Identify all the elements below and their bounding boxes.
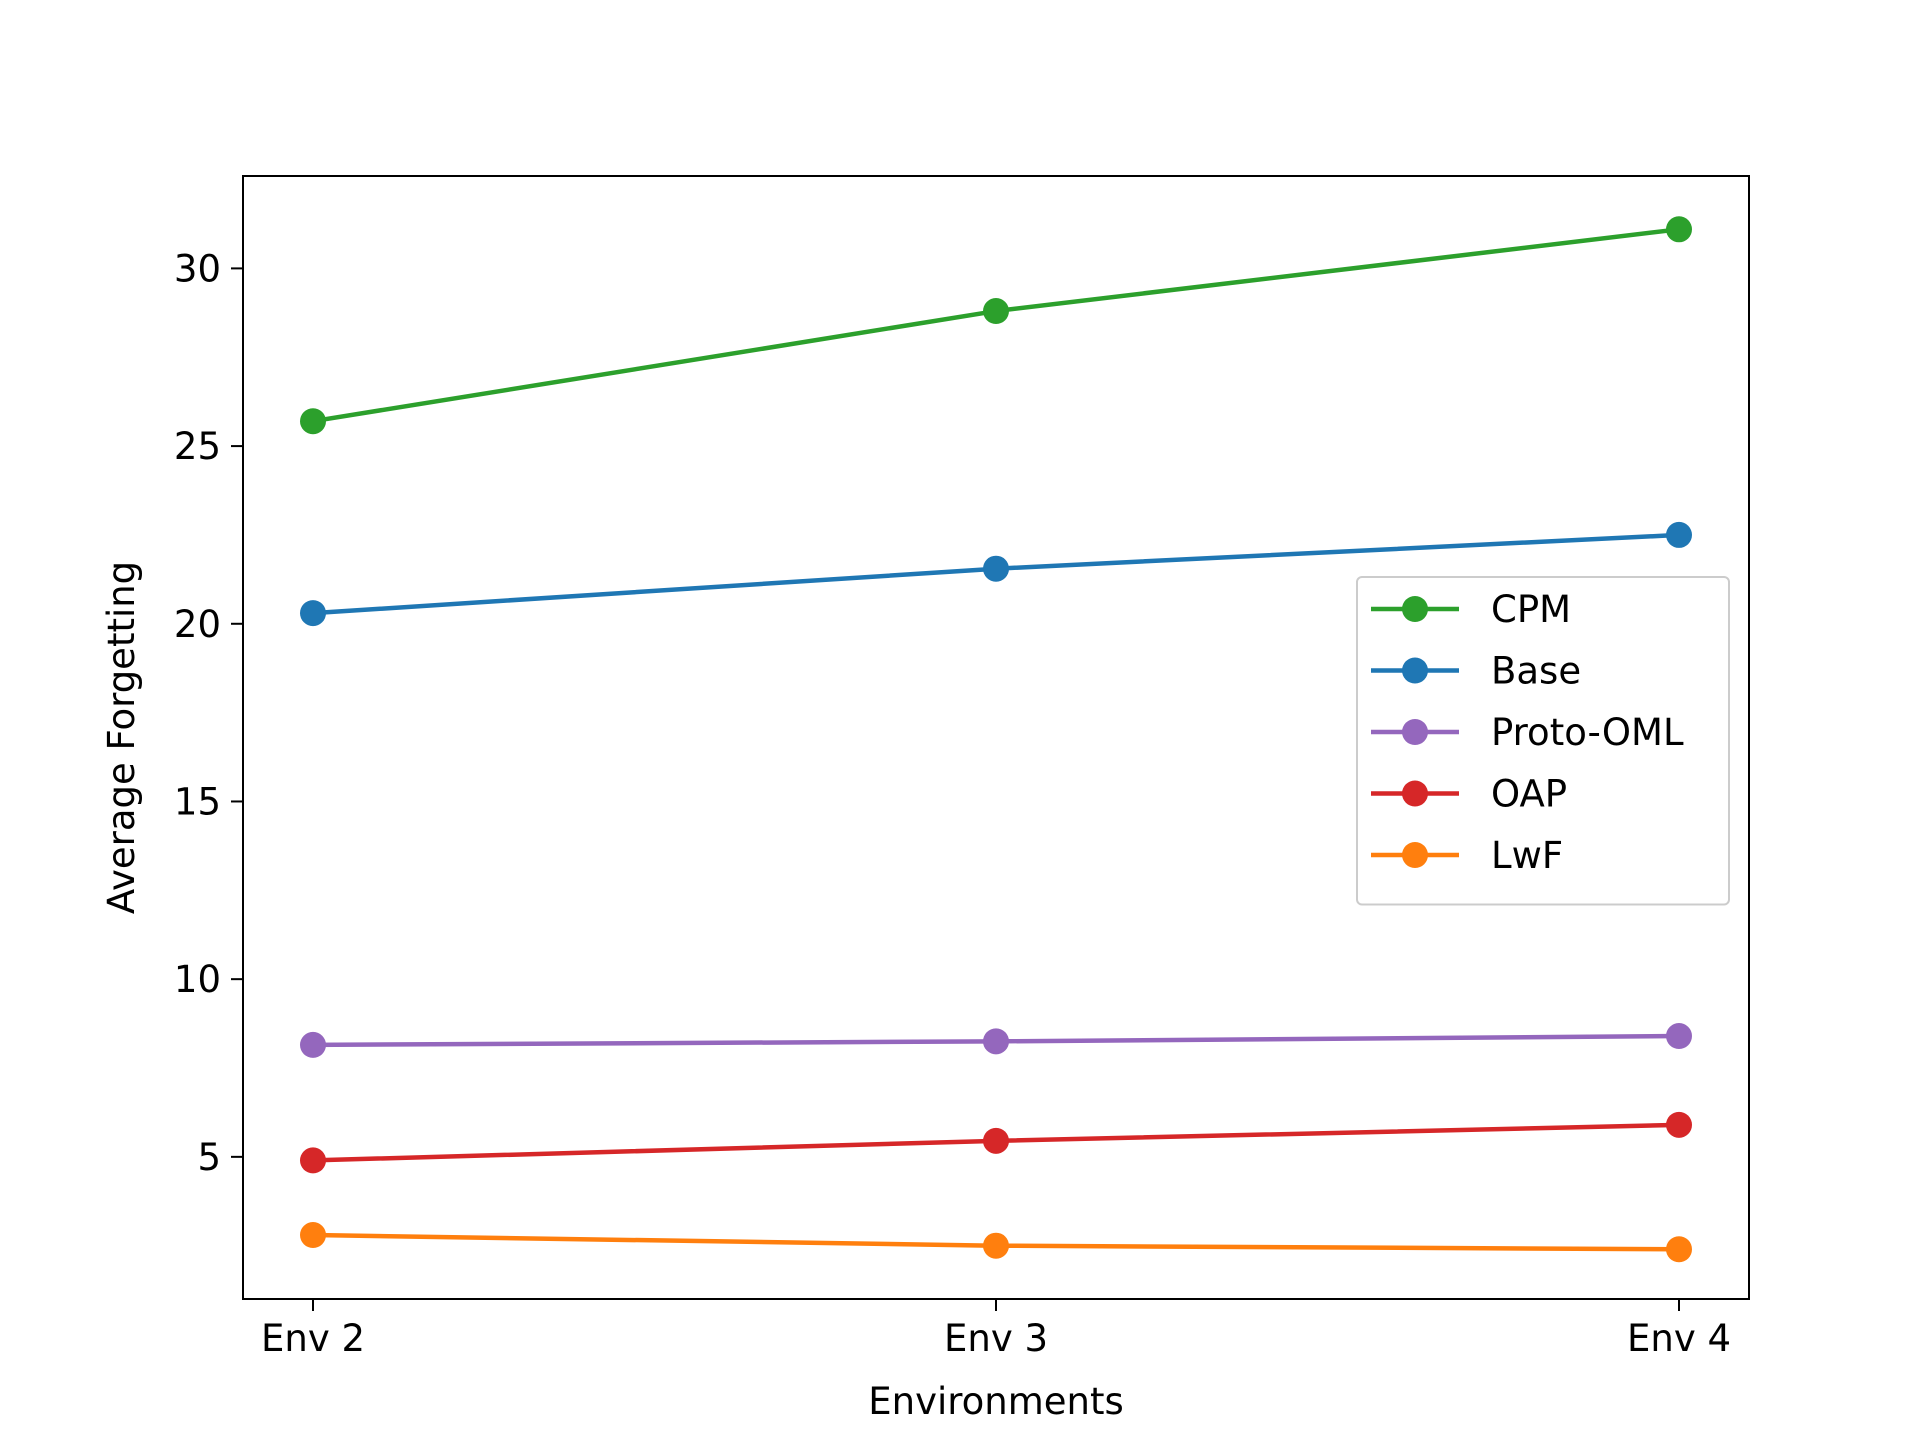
data-point: [1666, 1023, 1692, 1050]
y-axis-label: Average Forgetting: [100, 561, 143, 914]
legend: CPM Base Proto-OML OAP LwF: [1356, 576, 1730, 906]
legend-item: OAP: [1371, 773, 1567, 816]
x-tick-label: Env 3: [944, 1317, 1048, 1360]
series-lwf: [300, 1222, 1692, 1263]
y-tick-label: 10: [174, 958, 221, 1001]
series-layer: [300, 216, 1692, 1263]
data-point: [983, 1028, 1009, 1055]
legend-label: CPM: [1491, 588, 1571, 631]
data-point: [300, 1147, 326, 1174]
data-point: [983, 1232, 1009, 1259]
x-tick-label: Env 2: [261, 1317, 365, 1360]
legend-marker: [1402, 657, 1428, 684]
series-cpm: [300, 216, 1692, 435]
data-point: [300, 1222, 326, 1249]
data-point: [300, 1031, 326, 1058]
data-point: [1666, 521, 1692, 548]
data-point: [1666, 216, 1692, 243]
legend-item: CPM: [1371, 588, 1571, 631]
data-point: [983, 555, 1009, 582]
legend-box: [1356, 576, 1730, 906]
legend-marker: [1402, 780, 1428, 807]
data-point: [983, 298, 1009, 325]
y-tick-label: 5: [197, 1136, 221, 1179]
series-oap: [300, 1111, 1692, 1174]
data-point: [300, 408, 326, 435]
data-point: [1666, 1236, 1692, 1263]
legend-marker: [1402, 596, 1428, 622]
legend-item: LwF: [1371, 834, 1563, 877]
y-tick-label: 30: [174, 247, 221, 290]
x-tick-label: Env 4: [1627, 1317, 1731, 1360]
data-point: [300, 600, 326, 627]
y-tick-label: 25: [174, 425, 221, 468]
legend-item: Base: [1371, 650, 1581, 693]
legend-label: OAP: [1491, 773, 1567, 816]
legend-label: Proto-OML: [1491, 711, 1684, 754]
legend-label: LwF: [1491, 834, 1563, 877]
x-axis-label: Environments: [868, 1380, 1124, 1423]
series-proto-oml: [300, 1023, 1692, 1058]
y-tick-label: 15: [174, 780, 221, 823]
data-point: [1666, 1111, 1692, 1138]
y-tick-label: 20: [174, 603, 221, 646]
legend-marker: [1402, 719, 1428, 745]
legend-label: Base: [1491, 650, 1581, 693]
series-base: [300, 521, 1692, 627]
legend-item: Proto-OML: [1371, 711, 1684, 754]
legend-marker: [1402, 842, 1428, 868]
x-axis: Env 2 Env 3 Env 4: [261, 1299, 1731, 1360]
y-axis: 5 10 15 20 25 30: [174, 247, 243, 1179]
data-point: [983, 1127, 1009, 1154]
